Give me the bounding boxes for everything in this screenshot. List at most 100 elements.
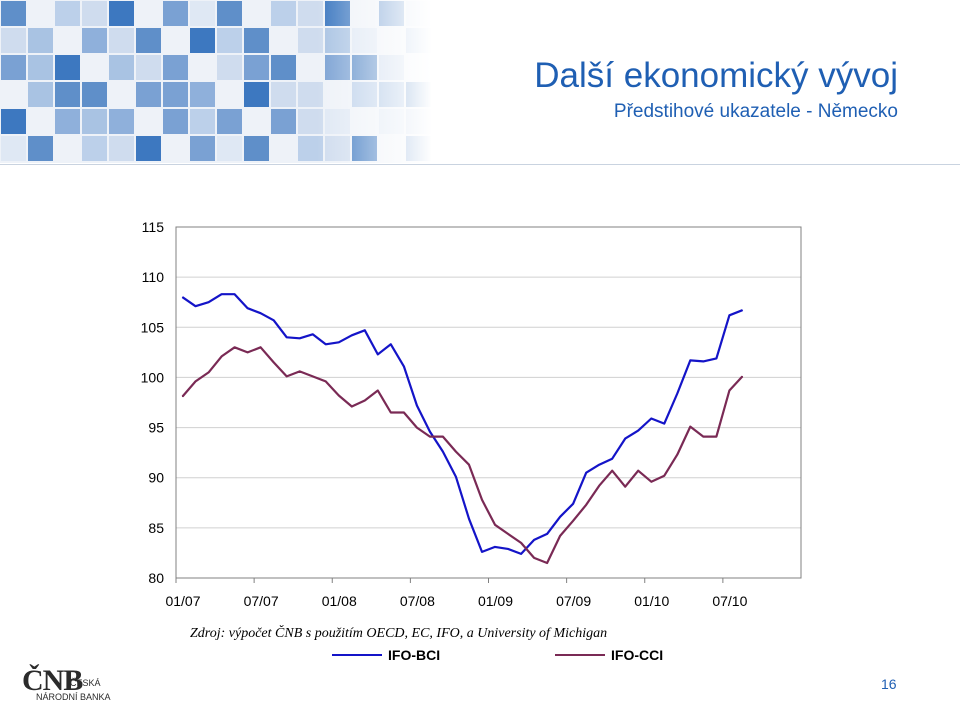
x-tick-label: 01/08 [322, 593, 357, 609]
data-point-ifo-bci [546, 533, 548, 535]
x-tick-label: 01/07 [165, 593, 200, 609]
data-point-ifo-cci [689, 425, 691, 428]
data-point-ifo-bci [390, 343, 392, 345]
data-point-ifo-bci [364, 329, 366, 331]
data-point-ifo-cci [520, 542, 522, 544]
page-number: 16 [881, 676, 897, 692]
data-point-ifo-cci [624, 486, 626, 488]
data-point-ifo-cci [455, 451, 457, 453]
x-tick-label: 07/08 [400, 593, 435, 609]
y-tick-label: 80 [148, 570, 164, 586]
data-point-ifo-bci [194, 305, 197, 307]
data-point-ifo-cci [572, 520, 574, 522]
legend-item-ifo-bci: IFO-BCI [332, 646, 440, 664]
data-point-ifo-cci [702, 435, 704, 438]
y-tick-label: 95 [148, 420, 164, 436]
data-point-ifo-bci [351, 334, 353, 336]
legend-swatch-ifo-bci [332, 654, 382, 656]
data-point-ifo-bci [494, 546, 496, 548]
data-point-ifo-bci [533, 539, 535, 541]
data-point-ifo-cci [598, 485, 600, 487]
data-point-ifo-cci [273, 361, 275, 363]
data-point-ifo-bci [220, 293, 223, 295]
y-axis-ticks: 115 110 105 100 95 90 85 80 [141, 219, 165, 586]
header-separator [0, 164, 960, 165]
source-note: Zdroj: výpočet ČNB s použitím OECD, EC, … [190, 626, 608, 641]
data-point-ifo-cci [286, 375, 288, 378]
data-point-ifo-cci [403, 411, 405, 414]
data-point-ifo-cci [481, 499, 483, 501]
legend-label-ifo-cci: IFO-CCI [611, 647, 664, 663]
data-point-ifo-cci [247, 351, 249, 353]
data-point-ifo-cci [181, 395, 184, 398]
data-point-ifo-bci [689, 359, 691, 361]
slide-subtitle: Předstihové ukazatele - Německo [613, 101, 898, 122]
data-point-ifo-cci [533, 557, 535, 559]
y-tick-label: 90 [148, 470, 164, 486]
data-point-ifo-cci [546, 562, 548, 564]
x-tick-label: 01/09 [478, 593, 513, 609]
legend-label-ifo-bci: IFO-BCI [388, 647, 441, 663]
y-tick-label: 115 [142, 219, 165, 235]
data-point-ifo-bci [598, 464, 600, 466]
banner-mosaic [0, 0, 960, 163]
data-point-ifo-cci [728, 389, 730, 392]
data-point-ifo-cci [207, 371, 210, 374]
line-chart: 115 110 105 100 95 90 85 80 01/07 07/07 01/08 07/0… [141, 219, 802, 609]
data-point-ifo-cci [468, 464, 470, 466]
logo-text-line2: NÁRODNÍ BANKA [36, 692, 111, 702]
data-point-ifo-bci [312, 333, 314, 335]
data-point-ifo-cci [429, 435, 431, 438]
cnb-logo: ČNB ČESKÁ NÁRODNÍ BANKA [22, 664, 118, 704]
data-point-ifo-cci [233, 346, 236, 348]
data-point-ifo-bci [260, 312, 262, 314]
y-tick-label: 105 [141, 319, 165, 335]
y-tick-label: 100 [141, 369, 165, 385]
data-point-ifo-bci [650, 417, 652, 420]
data-point-ifo-cci [741, 375, 744, 378]
data-point-ifo-cci [220, 355, 223, 357]
data-point-ifo-bci [442, 451, 444, 453]
data-point-ifo-cci [611, 470, 613, 472]
slide-title: Další ekonomický vývoj [534, 56, 898, 95]
data-point-ifo-cci [637, 470, 639, 472]
data-point-ifo-bci [702, 360, 704, 362]
x-tick-label: 07/10 [712, 593, 747, 609]
data-point-ifo-bci [207, 301, 210, 303]
data-point-ifo-bci [611, 458, 613, 460]
data-point-ifo-bci [273, 319, 275, 321]
data-point-ifo-bci [481, 551, 483, 553]
y-tick-label: 85 [148, 520, 164, 536]
data-point-ifo-bci [181, 296, 184, 298]
y-tick-label: 110 [142, 269, 165, 285]
data-point-ifo-cci [442, 435, 444, 438]
data-point-ifo-bci [663, 422, 665, 425]
grid-lines [176, 276, 801, 529]
data-point-ifo-bci [715, 357, 717, 359]
data-point-ifo-cci [325, 380, 327, 383]
data-point-ifo-cci [559, 535, 561, 537]
data-point-ifo-cci [260, 346, 262, 348]
data-point-ifo-cci [338, 394, 340, 397]
data-point-ifo-bci [520, 553, 522, 555]
x-tick-label: 01/10 [634, 593, 669, 609]
data-point-ifo-cci [299, 370, 301, 373]
series-line-ifo-cci [181, 346, 744, 565]
data-point-ifo-bci [559, 516, 561, 518]
data-point-ifo-bci [741, 309, 744, 311]
legend-item-ifo-cci: IFO-CCI [555, 646, 663, 664]
x-tick-label: 07/09 [556, 593, 591, 609]
data-point-ifo-cci [312, 375, 314, 378]
x-tick-label: 07/07 [244, 593, 279, 609]
data-point-ifo-bci [637, 429, 639, 432]
data-point-ifo-cci [507, 533, 509, 535]
data-point-ifo-bci [429, 430, 431, 433]
data-point-ifo-bci [338, 341, 340, 343]
data-point-ifo-cci [416, 426, 418, 429]
data-point-ifo-bci [299, 337, 301, 339]
data-point-ifo-cci [351, 405, 353, 408]
legend-swatch-ifo-cci [555, 654, 605, 656]
data-point-ifo-bci [233, 293, 236, 295]
header-banner: Další ekonomický vývoj Předstihové ukaza… [0, 0, 960, 163]
data-point-ifo-bci [572, 503, 574, 505]
